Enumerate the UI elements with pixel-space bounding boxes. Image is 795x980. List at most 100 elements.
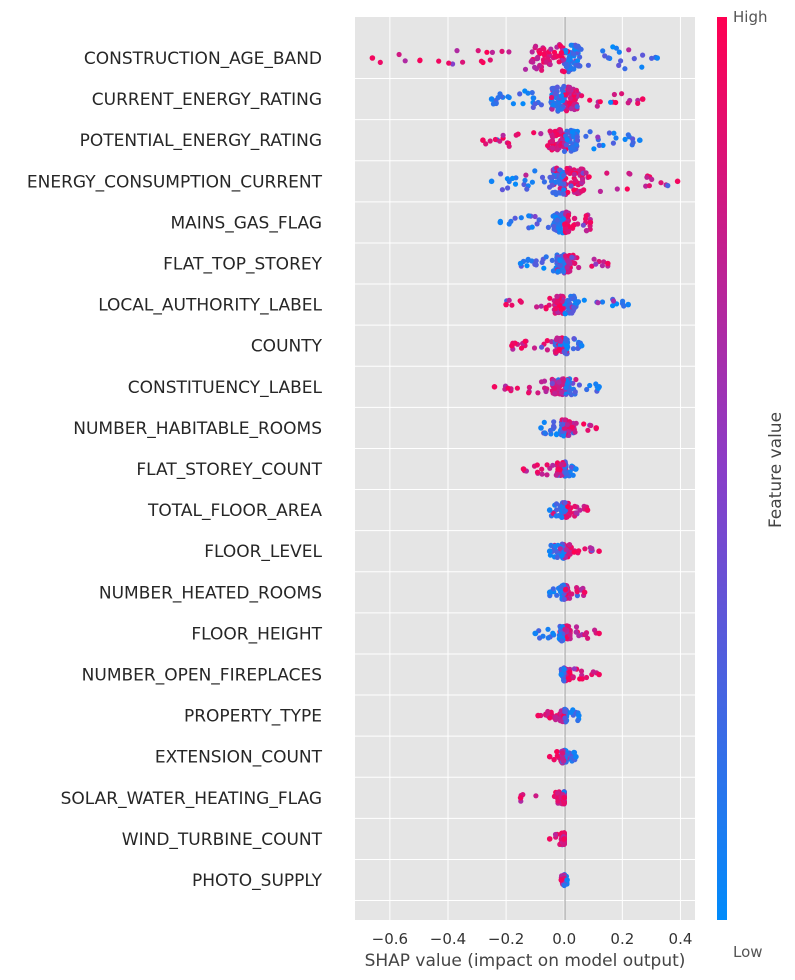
shap-point — [546, 836, 553, 842]
shap-point — [559, 421, 565, 428]
shap-point — [573, 141, 580, 148]
shap-point — [539, 174, 546, 180]
shap-point — [535, 712, 541, 719]
shap-point — [554, 147, 561, 153]
shap-point — [529, 90, 535, 96]
shap-point — [570, 472, 576, 478]
shap-point — [450, 61, 456, 67]
shap-point — [556, 346, 563, 352]
shap-point — [562, 221, 568, 227]
shap-point — [567, 632, 573, 638]
shap-point — [565, 297, 571, 304]
shap-point — [596, 548, 602, 554]
shap-point — [565, 503, 571, 510]
shap-point — [561, 836, 567, 842]
shap-point — [526, 384, 533, 390]
shap-point — [534, 304, 540, 310]
shap-point — [550, 174, 556, 180]
shap-point — [539, 67, 545, 73]
shap-point — [665, 183, 671, 189]
shap-point — [554, 592, 560, 598]
shap-point — [489, 49, 495, 56]
shap-point — [580, 176, 586, 182]
shap-point — [487, 57, 493, 63]
shap-point — [541, 51, 547, 57]
shap-point — [538, 102, 545, 108]
shap-point — [550, 268, 557, 274]
shap-point — [646, 183, 653, 189]
shap-point — [550, 586, 556, 592]
shap-point — [562, 715, 568, 721]
feature-label: NUMBER_OPEN_FIREPLACES — [82, 666, 322, 686]
shap-point — [553, 714, 559, 720]
shap-point — [524, 186, 530, 192]
shap-point — [538, 303, 544, 309]
shap-point — [579, 93, 585, 99]
shap-point — [611, 130, 617, 136]
shap-point — [560, 377, 567, 383]
shap-point — [606, 130, 613, 136]
shap-point — [571, 549, 577, 555]
shap-point — [514, 385, 521, 391]
shap-point — [654, 55, 660, 61]
shap-point — [499, 48, 505, 55]
shap-point — [580, 222, 587, 228]
shap-point — [553, 472, 559, 478]
shap-point — [599, 263, 606, 269]
shap-point — [369, 55, 376, 61]
shap-point — [402, 58, 408, 64]
shap-point — [559, 638, 565, 644]
shap-point — [610, 140, 617, 146]
shap-point — [573, 466, 579, 472]
shap-point — [573, 624, 580, 630]
shap-point — [534, 221, 540, 227]
feature-label: PHOTO_SUPPLY — [192, 871, 323, 891]
shap-point — [535, 54, 541, 60]
shap-point — [545, 626, 551, 632]
shap-point — [557, 546, 563, 552]
shap-point — [596, 630, 602, 637]
shap-point — [508, 218, 514, 224]
feature-label: CONSTITUENCY_LABEL — [128, 378, 323, 398]
shap-point — [518, 299, 524, 305]
x-tick-label: 0.2 — [610, 930, 634, 948]
shap-point — [570, 674, 576, 680]
shap-point — [558, 129, 564, 135]
shap-point — [616, 62, 622, 68]
feature-label: TOTAL_FLOOR_AREA — [147, 501, 322, 521]
shap-point — [532, 101, 538, 107]
shap-point — [547, 295, 553, 301]
shap-point — [562, 311, 568, 317]
shap-point — [539, 344, 545, 350]
shap-point — [550, 190, 556, 196]
shap-point — [559, 462, 565, 468]
feature-label: FLAT_STOREY_COUNT — [136, 460, 322, 480]
shap-point — [561, 882, 567, 889]
shap-point — [523, 172, 529, 178]
shap-point — [567, 268, 573, 274]
shap-point — [565, 229, 571, 235]
shap-point — [551, 386, 558, 392]
feature-label: COUNTY — [251, 337, 323, 357]
shap-point — [563, 337, 569, 343]
shap-point — [557, 167, 563, 173]
shap-point — [644, 174, 650, 180]
shap-point — [532, 630, 538, 637]
shap-point — [581, 589, 588, 596]
shap-point — [558, 50, 565, 56]
shap-point — [505, 185, 511, 191]
shap-point — [505, 385, 511, 391]
shap-point — [480, 137, 486, 143]
shap-point — [574, 134, 580, 140]
shap-point — [566, 100, 573, 106]
shap-point — [569, 254, 575, 260]
shap-point — [545, 224, 552, 230]
shap-point — [563, 49, 569, 55]
shap-point — [588, 422, 594, 429]
shap-point — [583, 170, 589, 176]
shap-point — [491, 384, 498, 390]
shap-point — [538, 131, 544, 137]
shap-point — [567, 56, 573, 62]
shap-point — [553, 337, 559, 343]
